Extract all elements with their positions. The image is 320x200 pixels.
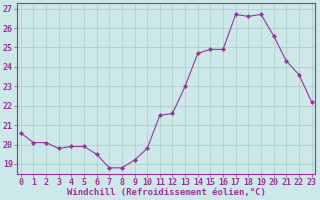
X-axis label: Windchill (Refroidissement éolien,°C): Windchill (Refroidissement éolien,°C) [67,188,266,197]
